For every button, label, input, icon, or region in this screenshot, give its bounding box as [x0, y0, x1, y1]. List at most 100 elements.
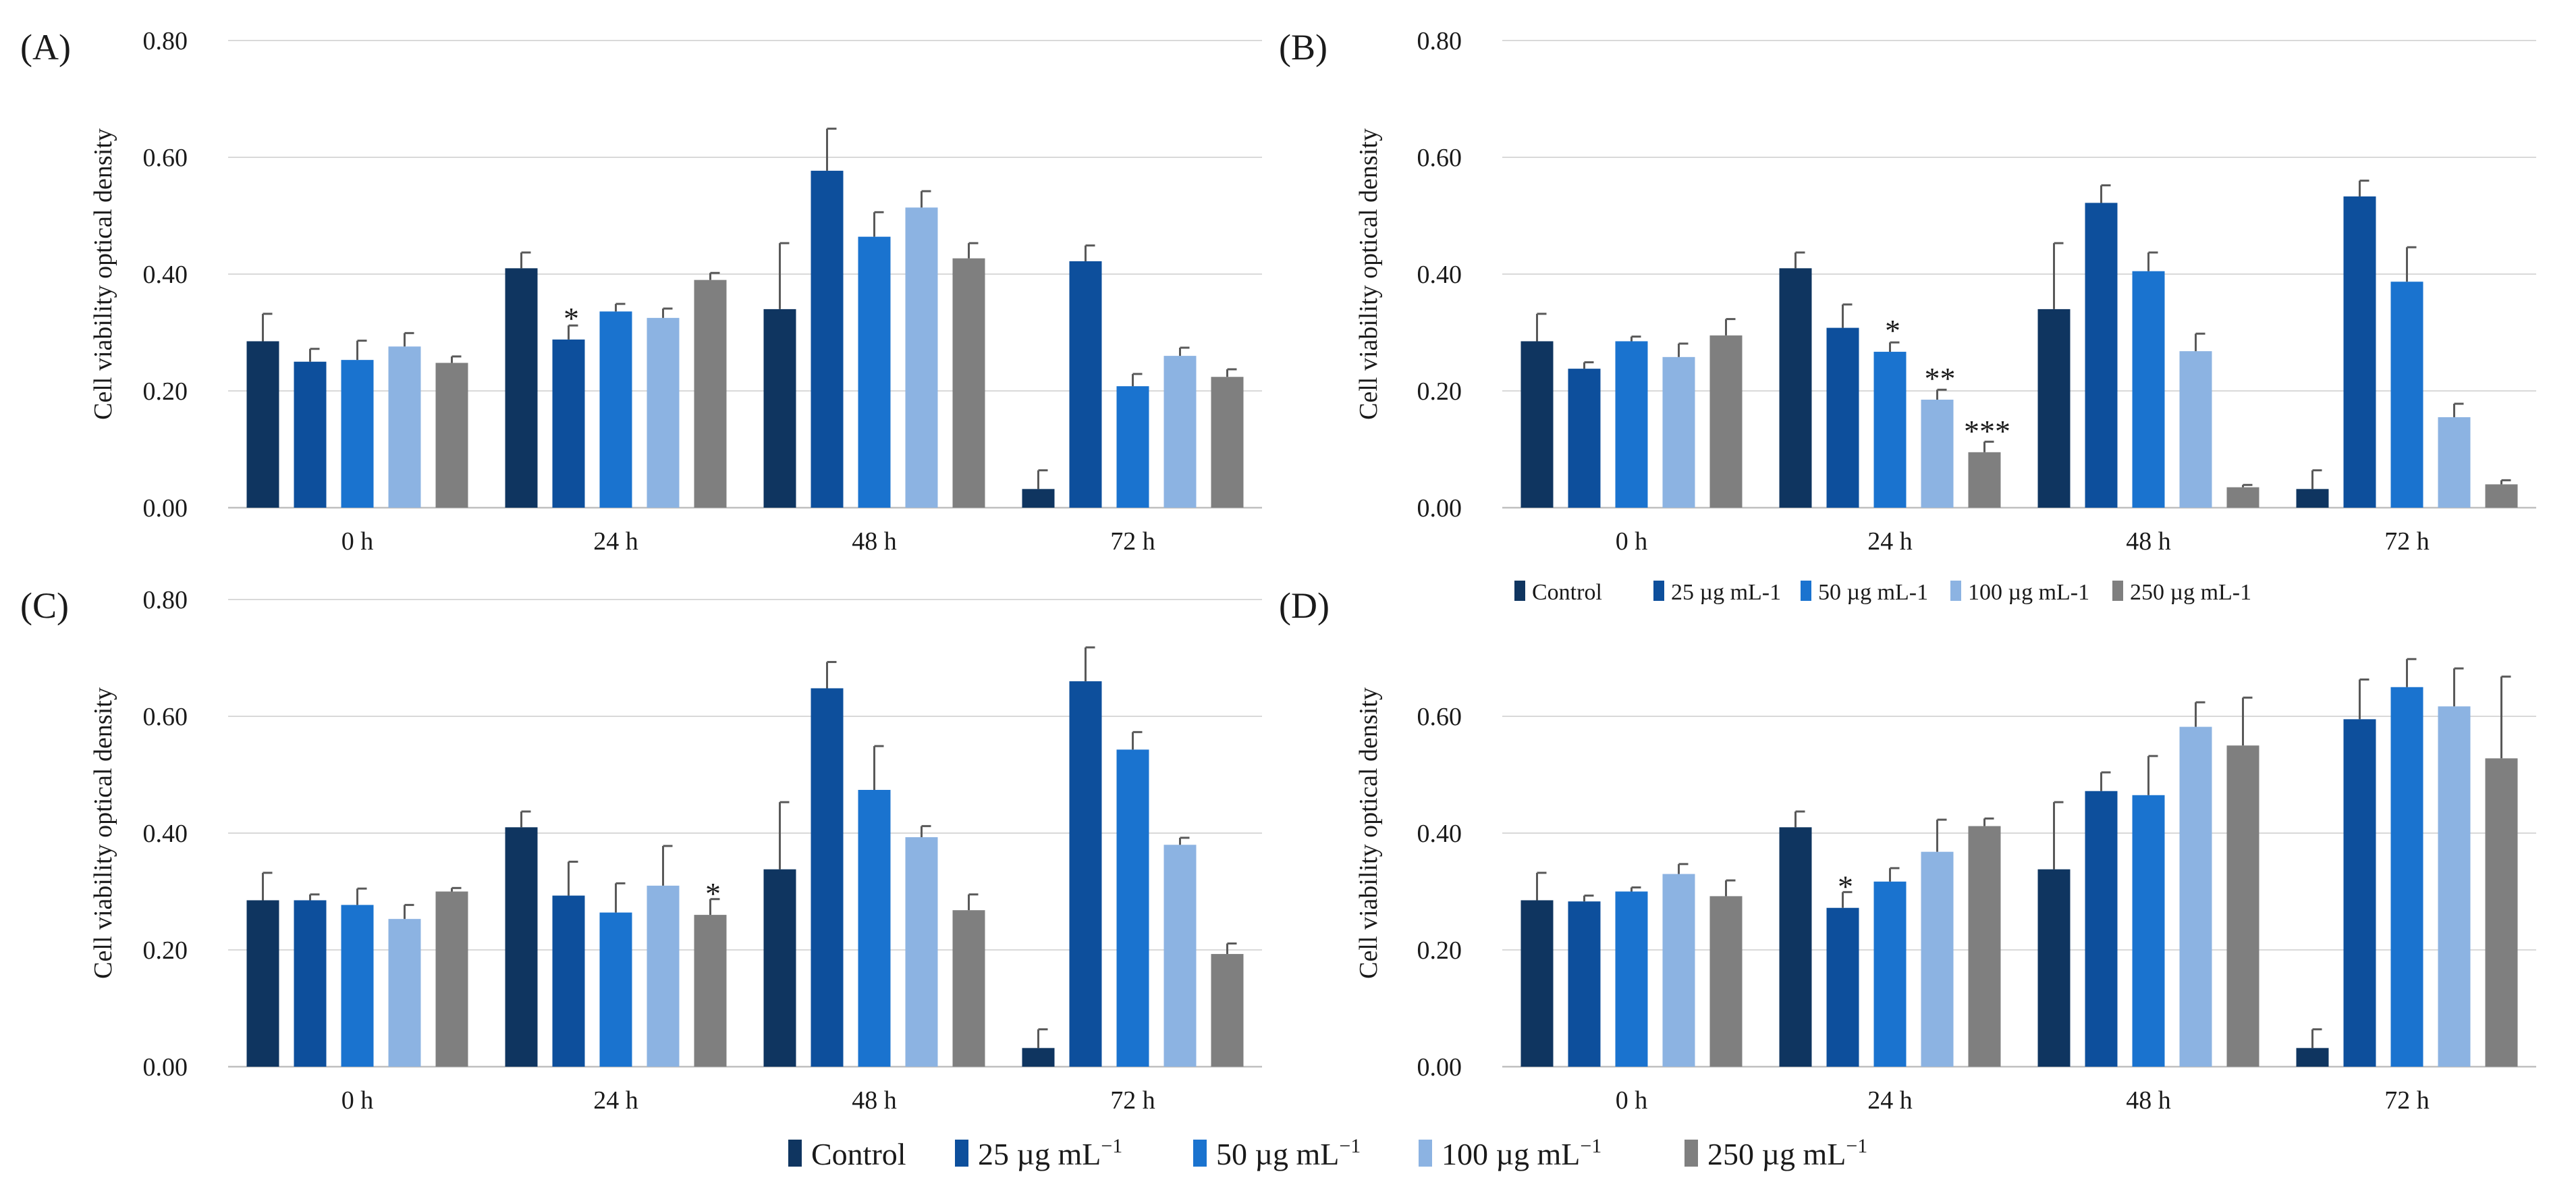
- bar: [341, 360, 374, 508]
- x-tick-label: 24 h: [1867, 1086, 1913, 1115]
- legend-swatch: [1514, 581, 1525, 601]
- bar: [2179, 351, 2212, 508]
- y-tick-label: 0.80: [1417, 27, 1462, 55]
- bar: [246, 900, 279, 1067]
- bar: [811, 170, 844, 508]
- legend-swatch: [2112, 581, 2123, 601]
- bar: [2132, 271, 2165, 508]
- bar: [1022, 1048, 1055, 1067]
- y-tick-label: 0.00: [1417, 1053, 1462, 1082]
- x-tick-label: 24 h: [593, 527, 638, 556]
- bar: [1568, 369, 1601, 508]
- bar: [2343, 719, 2376, 1067]
- bar: [1520, 341, 1554, 508]
- legend-label: 100 µg mL−1: [1442, 1135, 1601, 1171]
- y-tick-label: 0.20: [1417, 936, 1462, 965]
- bar: [2132, 795, 2165, 1067]
- y-tick-label: 0.40: [1417, 820, 1462, 848]
- bar: [694, 915, 727, 1067]
- legend-small: Control 25 µg mL-1 50 µg mL-1 100 µg mL-1 25…: [1514, 580, 2251, 605]
- legend-swatch: [1684, 1140, 1698, 1167]
- bar: [341, 905, 374, 1067]
- bar: [1826, 907, 1859, 1067]
- legend-item: 100 µg mL−1: [1419, 1135, 1601, 1171]
- x-tick-label: 0 h: [1616, 1086, 1648, 1115]
- bar: [2438, 417, 2471, 508]
- legend-item: 50 µg mL-1: [1801, 580, 1928, 605]
- x-tick-label: 48 h: [2126, 527, 2171, 556]
- legend-item: 100 µg mL-1: [1950, 580, 2089, 605]
- legend-swatch: [955, 1140, 968, 1167]
- bar: [905, 837, 938, 1067]
- legend-label: Control: [1532, 580, 1602, 605]
- bar: [2037, 309, 2071, 508]
- y-axis-label: Cell viability optical density: [89, 128, 117, 420]
- significance-marker: *: [1838, 870, 1853, 904]
- significance-marker: *: [1885, 313, 1900, 348]
- panel-label: (C): [20, 585, 69, 626]
- panel-label: (B): [1279, 27, 1327, 68]
- legend-item: 25 µg mL−1: [955, 1135, 1122, 1171]
- chart-panel-c: (C) Cell viability optical density 0.00 0.2…: [20, 585, 1262, 1115]
- bar: [435, 891, 468, 1067]
- y-axis-label: Cell viability optical density: [1354, 128, 1383, 420]
- y-axis-label: Cell viability optical density: [1354, 687, 1383, 979]
- bar: [1163, 845, 1197, 1067]
- bar: [1921, 851, 1954, 1067]
- legend-label: 50 µg mL-1: [1818, 580, 1928, 605]
- bar: [763, 869, 796, 1067]
- bar: [858, 789, 891, 1067]
- y-axis-label: Cell viability optical density: [89, 687, 117, 979]
- bar: [1968, 452, 2001, 508]
- bar: [1968, 826, 2001, 1067]
- bar: [1873, 881, 1907, 1067]
- y-tick-label: 0.80: [143, 27, 188, 55]
- chart-panel-b: (B) Cell viability optical density 0.00 0.2…: [1279, 27, 2536, 556]
- panel-label: (D): [1279, 585, 1330, 626]
- x-tick-label: 72 h: [2384, 527, 2430, 556]
- x-tick-label: 48 h: [852, 527, 897, 556]
- chart-panel-d: (D) Cell viability optical density 0.00 0.2…: [1279, 585, 2536, 1115]
- bar: [1163, 356, 1197, 508]
- y-tick-label: 0.00: [143, 1053, 188, 1082]
- bar: [2226, 487, 2259, 508]
- legend-swatch: [1653, 581, 1664, 601]
- bar: [2226, 745, 2259, 1067]
- significance-marker: ***: [1964, 414, 2010, 448]
- legend-label: 25 µg mL-1: [1671, 580, 1781, 605]
- bar: [2296, 1048, 2329, 1067]
- y-tick-label: 0.00: [143, 494, 188, 523]
- legend-swatch: [1801, 581, 1811, 601]
- bar: [294, 361, 327, 508]
- bar: [2485, 484, 2518, 508]
- y-tick-label: 0.40: [143, 820, 188, 848]
- bar: [552, 895, 585, 1067]
- bar: [1826, 327, 1859, 508]
- legend-item: 250 µg mL−1: [1684, 1135, 1867, 1171]
- bar: [1116, 749, 1149, 1067]
- chart-panel-a: (A) Cell viability optical density 0.00 0.2…: [20, 27, 1262, 556]
- x-tick-label: 0 h: [341, 1086, 374, 1115]
- x-tick-label: 24 h: [1867, 527, 1913, 556]
- bar: [1211, 377, 1244, 508]
- panel-label: (A): [20, 27, 71, 68]
- y-tick-label: 0.80: [143, 586, 188, 614]
- bar: [435, 363, 468, 508]
- bar: [1022, 489, 1055, 508]
- y-tick-label: 0.20: [1417, 377, 1462, 406]
- significance-marker: *: [705, 876, 721, 911]
- bar: [2037, 869, 2071, 1067]
- bar: [2179, 726, 2212, 1067]
- x-tick-label: 24 h: [593, 1086, 638, 1115]
- bar: [388, 346, 421, 508]
- bar: [294, 900, 327, 1067]
- bar: [505, 827, 538, 1067]
- bar: [763, 309, 796, 508]
- bar: [1568, 901, 1601, 1067]
- bar: [1873, 352, 1907, 508]
- bar: [905, 207, 938, 508]
- legend-label: Control: [811, 1137, 906, 1171]
- y-tick-label: 0.60: [143, 703, 188, 731]
- x-tick-label: 0 h: [341, 527, 374, 556]
- bar: [2085, 203, 2118, 508]
